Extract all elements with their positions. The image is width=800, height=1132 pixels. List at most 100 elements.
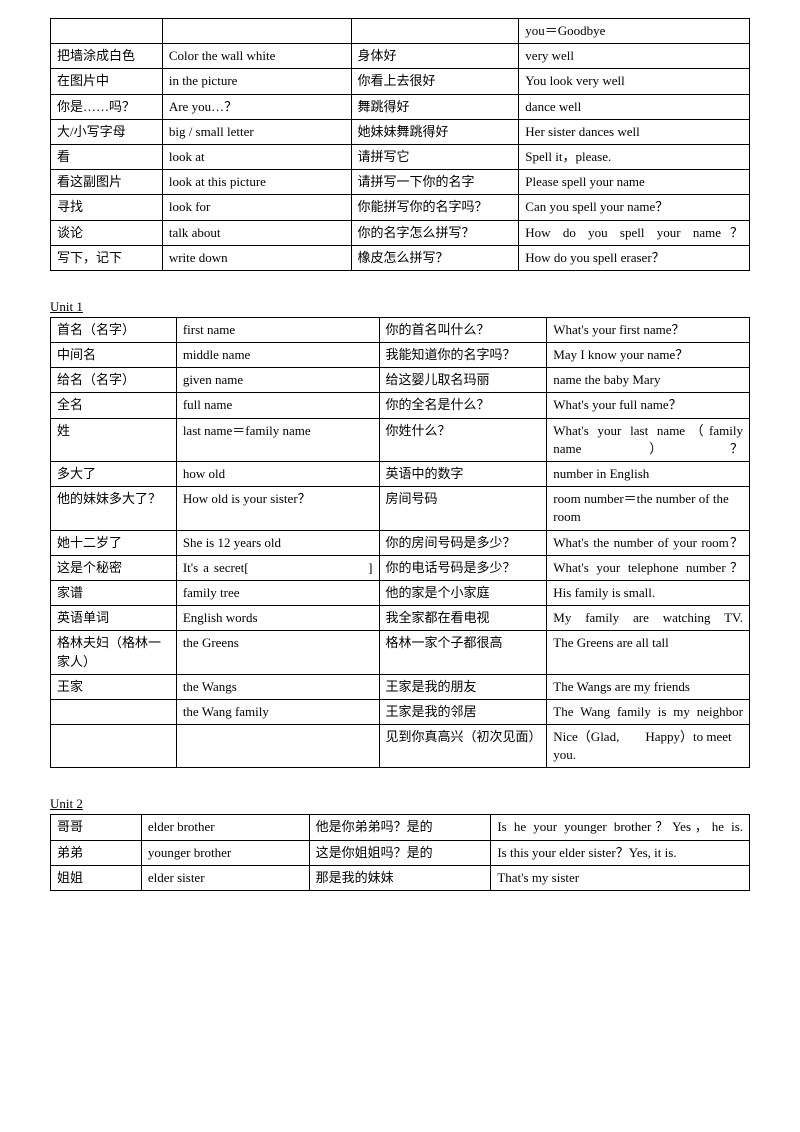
table-unit-2: 哥哥elder brother他是你弟弟吗？是的Is he your young… xyxy=(50,814,750,891)
cell: 他的妹妹多大了？ xyxy=(51,487,177,530)
cell: last name＝family name xyxy=(176,418,379,461)
cell: 你能拼写你的名字吗？ xyxy=(351,195,519,220)
cell: talk about xyxy=(162,220,351,245)
cell: 多大了 xyxy=(51,462,177,487)
cell: 给这婴儿取名玛丽 xyxy=(379,368,547,393)
cell: The Wang family is my neighbor xyxy=(547,699,750,724)
cell: in the picture xyxy=(162,69,351,94)
cell: 你的房间号码是多少？ xyxy=(379,530,547,555)
cell: write down xyxy=(162,245,351,270)
cell: 英语单词 xyxy=(51,606,177,631)
cell: 王家是我的邻居 xyxy=(379,699,547,724)
cell: 舞跳得好 xyxy=(351,94,519,119)
cell: 哥哥 xyxy=(51,815,142,840)
cell: look at this picture xyxy=(162,170,351,195)
cell: 全名 xyxy=(51,393,177,418)
cell: How old is your sister？ xyxy=(176,487,379,530)
cell: How do you spell your name？ xyxy=(519,220,750,245)
cell: 你看上去很好 xyxy=(351,69,519,94)
cell: Can you spell your name？ xyxy=(519,195,750,220)
cell xyxy=(162,19,351,44)
cell: His family is small. xyxy=(547,580,750,605)
cell: Is this your elder sister？Yes, it is. xyxy=(491,840,750,865)
cell: What's your full name？ xyxy=(547,393,750,418)
cell: What's your first name？ xyxy=(547,317,750,342)
cell: very well xyxy=(519,44,750,69)
cell: English words xyxy=(176,606,379,631)
cell: 家谱 xyxy=(51,580,177,605)
cell: how old xyxy=(176,462,379,487)
cell: 我全家都在看电视 xyxy=(379,606,547,631)
cell: 英语中的数字 xyxy=(379,462,547,487)
cell: 王家是我的朋友 xyxy=(379,674,547,699)
cell: 她十二岁了 xyxy=(51,530,177,555)
cell xyxy=(51,699,177,724)
cell: 你姓什么？ xyxy=(379,418,547,461)
cell: 在图片中 xyxy=(51,69,163,94)
cell: 他是你弟弟吗？是的 xyxy=(309,815,491,840)
cell: 寻找 xyxy=(51,195,163,220)
cell: 房间号码 xyxy=(379,487,547,530)
cell: the Wangs xyxy=(176,674,379,699)
cell: 首名（名字） xyxy=(51,317,177,342)
cell: elder sister xyxy=(141,865,309,890)
cell: What's your telephone number？ xyxy=(547,555,750,580)
cell: 他的家是个小家庭 xyxy=(379,580,547,605)
cell: 那是我的妹妹 xyxy=(309,865,491,890)
cell: 看这副图片 xyxy=(51,170,163,195)
unit-2-title: Unit 2 xyxy=(50,796,750,812)
cell xyxy=(176,725,379,768)
cell: 谈论 xyxy=(51,220,163,245)
cell: dance well xyxy=(519,94,750,119)
cell: 格林夫妇（格林一家人） xyxy=(51,631,177,674)
cell: Is he your younger brother？Yes，he is. xyxy=(491,815,750,840)
cell: You look very well xyxy=(519,69,750,94)
cell: 身体好 xyxy=(351,44,519,69)
cell: 你的电话号码是多少？ xyxy=(379,555,547,580)
cell: look at xyxy=(162,144,351,169)
cell: 她妹妹舞跳得好 xyxy=(351,119,519,144)
cell xyxy=(351,19,519,44)
cell: the Wang family xyxy=(176,699,379,724)
cell: number in English xyxy=(547,462,750,487)
cell: full name xyxy=(176,393,379,418)
cell: 橡皮怎么拼写？ xyxy=(351,245,519,270)
table-unit-1: 首名（名字）first name你的首名叫什么？What's your firs… xyxy=(50,317,750,769)
cell: 请拼写它 xyxy=(351,144,519,169)
cell: you＝Goodbye xyxy=(519,19,750,44)
cell: My family are watching TV. xyxy=(547,606,750,631)
cell: It's a secret[ ] xyxy=(176,555,379,580)
cell: 大/小写字母 xyxy=(51,119,163,144)
cell: Nice（Glad, Happy）to meet you. xyxy=(547,725,750,768)
cell xyxy=(51,19,163,44)
cell: How do you spell eraser？ xyxy=(519,245,750,270)
cell xyxy=(51,725,177,768)
cell: 你的名字怎么拼写？ xyxy=(351,220,519,245)
cell: look for xyxy=(162,195,351,220)
cell: 我能知道你的名字吗？ xyxy=(379,343,547,368)
cell: room number＝the number of the room xyxy=(547,487,750,530)
cell: 格林一家个子都很高 xyxy=(379,631,547,674)
cell: 请拼写一下你的名字 xyxy=(351,170,519,195)
cell: 这是你姐姐吗？是的 xyxy=(309,840,491,865)
cell: 姐姐 xyxy=(51,865,142,890)
cell: Spell it，please. xyxy=(519,144,750,169)
cell: The Greens are all tall xyxy=(547,631,750,674)
unit-1-title: Unit 1 xyxy=(50,299,750,315)
cell: She is 12 years old xyxy=(176,530,379,555)
cell: 弟弟 xyxy=(51,840,142,865)
cell: 王家 xyxy=(51,674,177,699)
cell: name the baby Mary xyxy=(547,368,750,393)
cell: younger brother xyxy=(141,840,309,865)
cell: the Greens xyxy=(176,631,379,674)
cell: 写下，记下 xyxy=(51,245,163,270)
cell: Are you…？ xyxy=(162,94,351,119)
cell: The Wangs are my friends xyxy=(547,674,750,699)
cell: What's your last name（family name）？ xyxy=(547,418,750,461)
cell: 见到你真高兴（初次见面） xyxy=(379,725,547,768)
cell: 你是……吗？ xyxy=(51,94,163,119)
cell: 中间名 xyxy=(51,343,177,368)
cell: 看 xyxy=(51,144,163,169)
cell: 给名（名字） xyxy=(51,368,177,393)
cell: That's my sister xyxy=(491,865,750,890)
